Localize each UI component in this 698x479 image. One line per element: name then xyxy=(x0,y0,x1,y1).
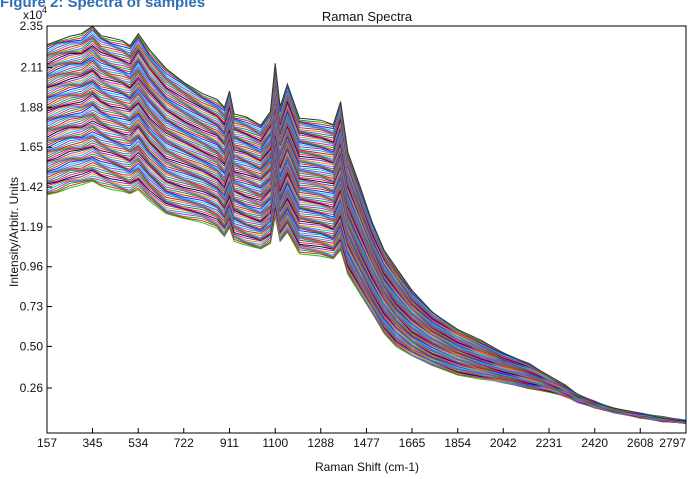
x-tick-label: 1854 xyxy=(444,436,471,450)
x-tick-label: 534 xyxy=(128,436,148,450)
y-tick-label: 0.96 xyxy=(20,260,44,274)
spectrum-line xyxy=(46,161,687,423)
y-exponent: x10 4 xyxy=(23,5,47,22)
spectrum-line xyxy=(46,46,687,422)
y-exponent-power: 4 xyxy=(42,5,47,15)
y-axis-title: Intensity/Arbitr. Units xyxy=(7,177,21,287)
spectrum-line xyxy=(46,35,687,422)
x-tick-label: 2231 xyxy=(536,436,563,450)
y-axis: 0.26 0.50 0.73 0.96 1.19 1.42 1.65 1.88 2.11 2.35 xyxy=(20,19,52,395)
spectrum-line xyxy=(46,146,687,424)
spectrum-line xyxy=(46,134,687,423)
spectrum-line xyxy=(46,57,687,422)
x-tick-label: 1665 xyxy=(399,436,426,450)
spectrum-line xyxy=(46,135,687,424)
spectrum-line xyxy=(46,145,687,423)
y-tick-label: 1.42 xyxy=(20,180,44,194)
x-tick-label: 157 xyxy=(37,436,57,450)
spectrum-line xyxy=(46,123,687,423)
spectrum-line xyxy=(46,156,687,423)
x-tick-label: 1100 xyxy=(262,436,288,450)
x-tick-label: 2420 xyxy=(581,436,608,450)
y-tick-label: 1.88 xyxy=(20,100,44,114)
spectrum-line xyxy=(46,159,687,424)
spectrum-line xyxy=(46,157,687,424)
spectrum-line xyxy=(46,91,687,423)
x-tick-label: 911 xyxy=(220,436,239,450)
chart-title: Raman Spectra xyxy=(322,9,413,24)
x-tick-label: 2608 xyxy=(627,436,654,450)
spectrum-line xyxy=(46,167,687,423)
x-tick-label: 1477 xyxy=(353,436,380,450)
y-tick-label: 0.50 xyxy=(20,339,44,353)
spectrum-line xyxy=(46,80,687,423)
series-layer xyxy=(46,25,687,425)
spectrum-line xyxy=(46,113,687,424)
spectrum-line xyxy=(46,68,687,422)
x-tick-label: 722 xyxy=(174,436,194,450)
y-exponent-label: x10 xyxy=(23,8,43,22)
y-tick-label: 2.35 xyxy=(20,19,44,33)
spectrum-line xyxy=(46,179,687,424)
spectrum-line xyxy=(46,124,687,424)
spectrum-line xyxy=(46,102,687,423)
spectrum-line xyxy=(46,168,687,424)
y-tick-label: 0.73 xyxy=(20,300,44,314)
spectrum-line xyxy=(46,25,687,422)
spectrum-line xyxy=(46,79,687,422)
figure-caption-fragment: Figure 2: Spectra of samples xyxy=(0,0,206,11)
x-tick-label: 345 xyxy=(82,436,102,450)
x-tick-label: 1288 xyxy=(307,436,334,450)
spectrum-line xyxy=(46,101,687,423)
spectrum-line xyxy=(46,178,687,424)
y-tick-label: 0.26 xyxy=(20,381,44,395)
spectrum-line xyxy=(46,112,687,423)
y-tick-label: 1.65 xyxy=(20,140,44,154)
x-axis: 157 345 534 722 911 1100 1288 1477 1665 1854 2042 2… xyxy=(37,428,687,450)
spectrum-line xyxy=(46,155,687,422)
y-tick-label: 1.19 xyxy=(20,220,44,234)
spectrum-line xyxy=(46,90,687,422)
y-tick-label: 2.11 xyxy=(21,61,44,75)
x-tick-label: 2797 xyxy=(659,436,686,450)
x-axis-title: Raman Shift (cm-1) xyxy=(315,460,419,474)
spectrum-line xyxy=(46,69,687,423)
x-tick-label: 2042 xyxy=(490,436,517,450)
